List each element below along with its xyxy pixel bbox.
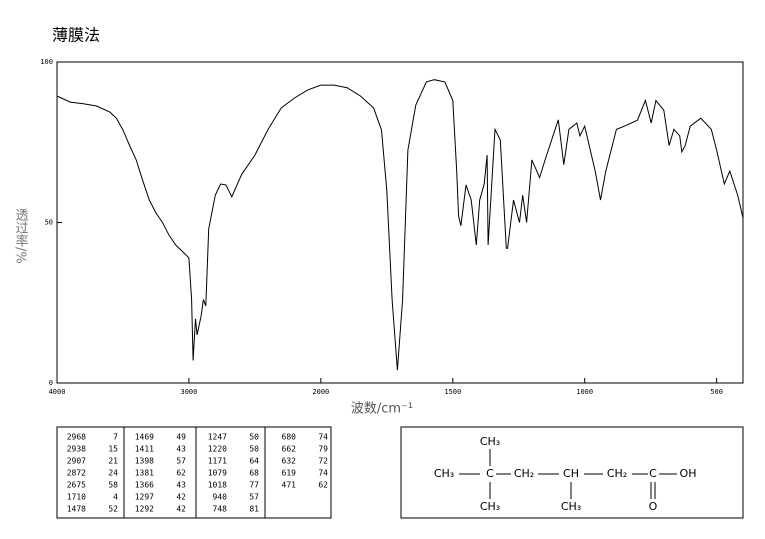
peak-wavenumber: 1220 bbox=[208, 445, 227, 454]
peak-transmittance: 74 bbox=[318, 433, 328, 442]
peak-transmittance: 77 bbox=[249, 481, 259, 490]
peak-wavenumber: 1381 bbox=[135, 469, 154, 478]
atom-label: CH₂ bbox=[607, 467, 627, 480]
structure-frame bbox=[400, 426, 744, 519]
peak-transmittance: 7 bbox=[113, 433, 118, 442]
peak-transmittance: 50 bbox=[249, 433, 259, 442]
y-axis-label: 透过率/% bbox=[13, 208, 29, 264]
atom-label: CH bbox=[563, 467, 579, 480]
y-tick-label: 0 bbox=[49, 379, 53, 387]
atom-label: C bbox=[649, 467, 657, 480]
peak-transmittance: 4 bbox=[113, 493, 118, 502]
peak-wavenumber: 1292 bbox=[135, 505, 154, 514]
peak-wavenumber: 1079 bbox=[208, 469, 227, 478]
peak-transmittance: 52 bbox=[108, 505, 118, 514]
peak-transmittance: 62 bbox=[176, 469, 186, 478]
peak-wavenumber: 471 bbox=[282, 481, 297, 490]
peak-wavenumber: 940 bbox=[213, 493, 228, 502]
peak-transmittance: 81 bbox=[249, 505, 259, 514]
x-tick-label: 1500 bbox=[444, 388, 461, 396]
peak-transmittance: 58 bbox=[108, 481, 118, 490]
atom-label: CH₃ bbox=[480, 435, 500, 448]
peak-transmittance: 49 bbox=[176, 433, 186, 442]
peak-transmittance: 72 bbox=[318, 457, 328, 466]
x-axis-label: 波数/cm⁻¹ bbox=[351, 402, 413, 417]
peak-transmittance: 42 bbox=[176, 493, 186, 502]
structure-bonds bbox=[459, 449, 677, 499]
spectrum-line bbox=[56, 79, 744, 371]
atom-label: CH₂ bbox=[514, 467, 534, 480]
peak-wavenumber: 1710 bbox=[67, 493, 86, 502]
peak-transmittance: 57 bbox=[176, 457, 186, 466]
peak-wavenumber: 748 bbox=[213, 505, 228, 514]
peak-wavenumber: 1247 bbox=[208, 433, 227, 442]
atom-label: CH₃ bbox=[434, 467, 454, 480]
y-tick-label: 50 bbox=[45, 219, 53, 227]
peak-table-frame bbox=[56, 426, 332, 519]
x-tick-label: 500 bbox=[710, 388, 723, 396]
peak-wavenumber: 2938 bbox=[67, 445, 86, 454]
x-tick-label: 3000 bbox=[180, 388, 197, 396]
peak-transmittance: 68 bbox=[249, 469, 259, 478]
atom-label: CH₃ bbox=[480, 500, 500, 513]
peak-wavenumber: 1171 bbox=[208, 457, 227, 466]
peak-transmittance: 24 bbox=[108, 469, 118, 478]
peak-wavenumber: 1398 bbox=[135, 457, 154, 466]
peak-transmittance: 57 bbox=[249, 493, 259, 502]
peak-wavenumber: 2968 bbox=[67, 433, 86, 442]
peak-wavenumber: 619 bbox=[282, 469, 297, 478]
peak-transmittance: 64 bbox=[249, 457, 259, 466]
peak-wavenumber: 1469 bbox=[135, 433, 154, 442]
peak-wavenumber: 1018 bbox=[208, 481, 227, 490]
peak-transmittance: 43 bbox=[176, 445, 186, 454]
peak-transmittance: 15 bbox=[108, 445, 118, 454]
atom-label: O bbox=[649, 500, 658, 513]
peak-wavenumber: 2872 bbox=[67, 469, 86, 478]
x-tick-label: 4000 bbox=[49, 388, 66, 396]
atom-label: OH bbox=[680, 467, 697, 480]
peak-wavenumber: 680 bbox=[282, 433, 297, 442]
x-tick-label: 2000 bbox=[312, 388, 329, 396]
peak-wavenumber: 1411 bbox=[135, 445, 154, 454]
atom-label: C bbox=[486, 467, 494, 480]
atom-label: CH₃ bbox=[561, 500, 581, 513]
peak-wavenumber: 1366 bbox=[135, 481, 154, 490]
peak-wavenumber: 662 bbox=[282, 445, 297, 454]
chart-title: 薄膜法 bbox=[52, 26, 100, 45]
peak-wavenumber: 2675 bbox=[67, 481, 86, 490]
peak-wavenumber: 1478 bbox=[67, 505, 86, 514]
y-tick-label: 100 bbox=[40, 58, 53, 66]
peak-wavenumber: 632 bbox=[282, 457, 297, 466]
peak-transmittance: 62 bbox=[318, 481, 328, 490]
peak-wavenumber: 1297 bbox=[135, 493, 154, 502]
peak-transmittance: 79 bbox=[318, 445, 328, 454]
peak-transmittance: 74 bbox=[318, 469, 328, 478]
x-tick-label: 1000 bbox=[576, 388, 593, 396]
peak-transmittance: 42 bbox=[176, 505, 186, 514]
peak-wavenumber: 2907 bbox=[67, 457, 86, 466]
peak-transmittance: 21 bbox=[108, 457, 118, 466]
peak-transmittance: 43 bbox=[176, 481, 186, 490]
peak-transmittance: 50 bbox=[249, 445, 259, 454]
